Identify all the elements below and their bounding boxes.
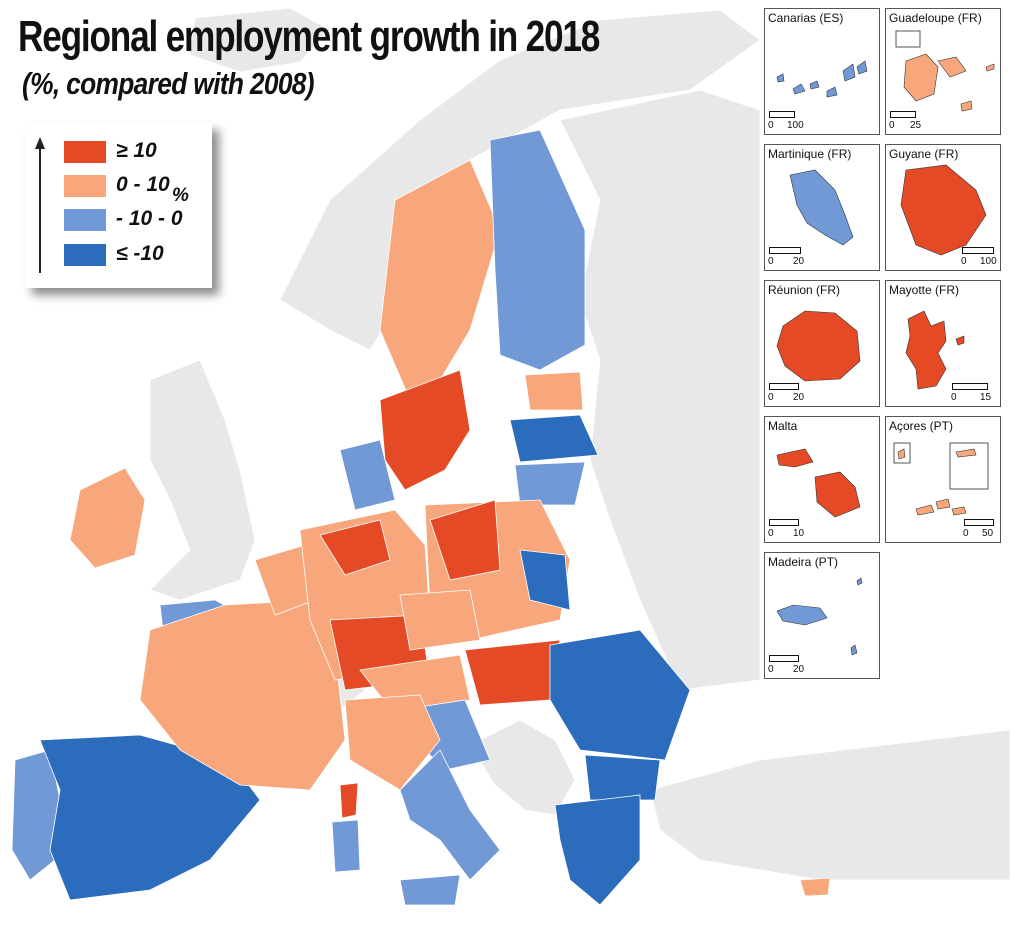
inset-label: Mayotte (FR) [889,283,960,297]
inset-label: Malta [768,419,798,433]
inset-label: Madeira (PT) [768,555,839,569]
region-sweden-south [379,369,471,491]
region-finland [489,129,586,371]
scale-max: 100 [787,120,804,131]
scale-max: 100 [980,256,997,267]
region-italy-south [399,749,501,881]
map-title: Regional employment growth in 2018 [18,12,600,61]
inset-mayotte: Mayotte (FR) 0 15 [885,280,1001,407]
inset-shape [776,310,861,382]
scale-max: 10 [793,528,805,539]
inset-shape [776,60,868,98]
legend-label: 0 - 10 [116,173,170,196]
region-sweden-north [379,159,501,401]
inset-label: Réunion (FR) [768,283,841,297]
region-united-kingdom [149,359,256,601]
scale-max: 50 [982,528,994,539]
region-cyprus [799,877,831,897]
scale-zero: 0 [961,256,967,267]
inset-shape [776,448,861,518]
scale-zero: 0 [768,256,774,267]
inset-malta: Malta 0 10 [764,416,880,543]
region-france [139,599,346,791]
legend-swatch [64,141,106,163]
scale-max: 25 [910,120,922,131]
scale-zero: 0 [951,392,957,403]
scale-zero: 0 [768,664,774,675]
region-balkans-west [469,719,576,816]
inset-madeira: Madeira (PT) 0 20 [764,552,880,679]
inset-shape [895,30,995,112]
region-corsica [339,782,359,819]
scale-max: 20 [793,256,805,267]
region-greece [554,794,641,906]
region-poland-west [429,499,501,581]
inset-guyane: Guyane (FR) 0 100 [885,144,1001,271]
legend: ≥ 10 0 - 10 - 10 - 0 ≤ -10 % [25,123,212,288]
scale-max: 20 [793,392,805,403]
legend-label: - 10 - 0 [116,207,183,230]
scale-max: 20 [793,664,805,675]
legend-unit: % [172,185,189,206]
map-subtitle: (%, compared with 2008) [22,66,315,101]
region-hungary [464,639,561,706]
inset-shape [776,577,863,656]
region-czechia [399,589,481,651]
region-poland-east [519,549,571,611]
region-turkey [649,729,1010,881]
region-germany-north [319,519,391,576]
inset-label: Canarias (ES) [768,11,844,25]
scale-zero: 0 [889,120,895,131]
scale-max: 15 [980,392,992,403]
legend-arrow-icon [35,137,45,273]
region-lithuania [514,461,586,506]
inset-shape [905,310,965,390]
inset-martinique: Martinique (FR) 0 20 [764,144,880,271]
inset-label: Guyane (FR) [889,147,959,161]
region-russia-east [559,89,761,691]
inset-shape [900,164,987,256]
inset-reunion: Réunion (FR) 0 20 [764,280,880,407]
scale-zero: 0 [768,392,774,403]
region-latvia [509,414,599,463]
region-ireland [69,467,146,569]
region-romania [549,629,691,761]
scale-zero: 0 [963,528,969,539]
inset-label: Martinique (FR) [768,147,852,161]
region-estonia [524,371,584,411]
region-sardinia [331,819,361,873]
inset-shape [789,169,854,246]
scale-zero: 0 [768,528,774,539]
region-bulgaria [584,754,661,801]
legend-swatch [64,209,106,231]
inset-canarias: Canarias (ES) 0 100 [764,8,880,135]
inset-shape [893,442,989,516]
legend-label: ≤ -10 [116,242,164,265]
legend-label: ≥ 10 [116,139,157,162]
inset-acores: Açores (PT) 0 50 [885,416,1001,543]
region-iceland [189,7,331,73]
region-italy-north [344,694,441,791]
scale-zero: 0 [768,120,774,131]
inset-label: Guadeloupe (FR) [889,11,982,25]
inset-guadeloupe: Guadeloupe (FR) 0 25 [885,8,1001,135]
legend-swatch [64,175,106,197]
inset-label: Açores (PT) [889,419,954,433]
region-sicily [399,874,461,906]
region-denmark [339,439,396,511]
legend-swatch [64,244,106,266]
